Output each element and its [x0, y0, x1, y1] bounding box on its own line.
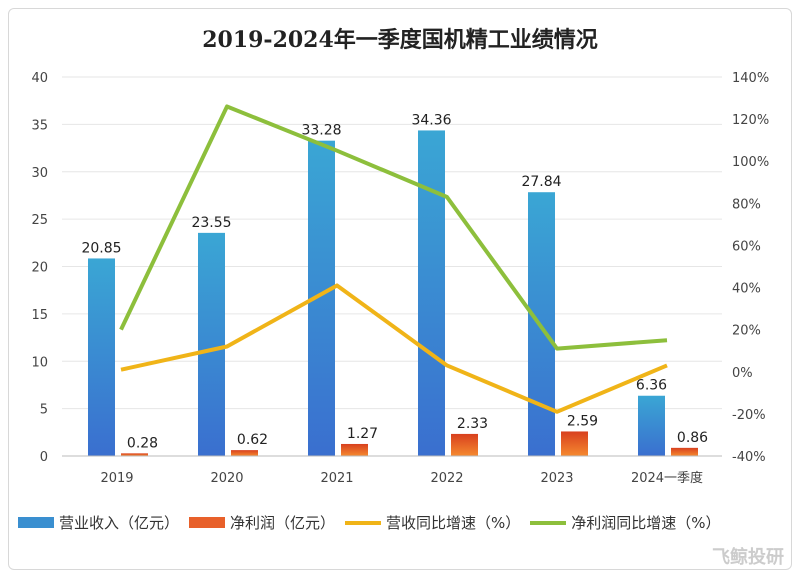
y-left-tick-label: 0	[40, 450, 48, 465]
y-right-tick-label: -20%	[732, 408, 766, 423]
revenue-data-label: 34.36	[411, 112, 451, 128]
legend-swatch	[189, 517, 226, 528]
y-right-tick-label: 80%	[732, 197, 761, 212]
y-left-tick-label: 25	[31, 213, 48, 228]
legend-item: 营收同比增速（%）	[345, 512, 520, 533]
revenue-growth-line	[120, 283, 668, 414]
y-left-tick-label: 10	[31, 355, 48, 370]
y-left-tick-label: 5	[40, 403, 48, 418]
x-tick-label: 2019	[100, 471, 133, 486]
y-left-tick-label: 30	[31, 166, 48, 181]
y-right-tick-label: 120%	[732, 113, 769, 128]
profit-data-label: 2.33	[457, 416, 488, 432]
profit-data-label: 0.62	[237, 432, 268, 448]
revenue-bar	[198, 232, 225, 456]
profit-bar	[341, 443, 368, 456]
legend-item: 净利润同比增速（%）	[530, 512, 721, 533]
profit-data-label: 0.28	[127, 435, 158, 451]
y-left-tick-label: 40	[31, 71, 48, 86]
y-left-tick-label: 15	[31, 308, 48, 323]
profit-growth-line	[119, 104, 668, 351]
x-tick-label: 2024一季度	[631, 470, 703, 486]
y-right-tick-label: 100%	[732, 155, 769, 170]
y-right-tick-label: 0%	[732, 366, 753, 381]
revenue-data-label: 20.85	[81, 240, 121, 256]
legend-swatch	[18, 517, 54, 528]
revenue-bar	[638, 395, 665, 456]
legend-label: 营收同比增速（%）	[386, 514, 521, 532]
revenue-data-label: 6.36	[636, 378, 667, 394]
x-tick-label: 2020	[210, 471, 243, 486]
revenue-data-label: 23.55	[191, 215, 231, 231]
legend-label: 营业收入（亿元）	[59, 514, 180, 532]
legend-item: 营业收入（亿元）	[18, 512, 179, 533]
profit-data-label: 2.59	[567, 413, 598, 429]
watermark: 飞鲸投研	[712, 547, 784, 568]
revenue-bar	[418, 130, 445, 456]
y-right-tick-label: 140%	[732, 71, 769, 86]
x-tick-label: 2023	[540, 471, 573, 486]
legend-label: 净利润同比增速（%）	[571, 514, 721, 532]
legend: 营业收入（亿元） 净利润（亿元） 营收同比增速（%） 净利润同比增速（%）	[18, 512, 721, 533]
profit-bar	[451, 433, 478, 456]
x-tick-label: 2021	[320, 471, 353, 486]
legend-label: 净利润（亿元）	[230, 514, 336, 532]
y-left-tick-label: 20	[31, 261, 48, 276]
profit-data-label: 1.27	[347, 426, 378, 442]
chart-title: 2019-2024年一季度国机精工业绩情况	[202, 27, 598, 53]
profit-bar	[231, 450, 258, 456]
x-tick-label: 2022	[430, 471, 463, 486]
y-right-tick-label: 40%	[732, 282, 761, 297]
profit-bar	[561, 431, 588, 456]
legend-swatch	[530, 520, 567, 525]
y-right-tick-label: -40%	[732, 450, 766, 465]
legend-item: 净利润（亿元）	[189, 512, 335, 533]
revenue-bar	[88, 258, 115, 456]
revenue-data-label: 27.84	[521, 174, 561, 190]
y-right-tick-label: 20%	[732, 324, 761, 339]
legend-swatch	[345, 520, 382, 525]
profit-bar	[121, 453, 148, 456]
profit-data-label: 0.86	[677, 430, 708, 446]
profit-bar	[671, 447, 698, 456]
revenue-data-label: 33.28	[301, 123, 341, 139]
y-right-tick-label: 60%	[732, 239, 761, 254]
y-left-tick-label: 35	[31, 118, 48, 133]
